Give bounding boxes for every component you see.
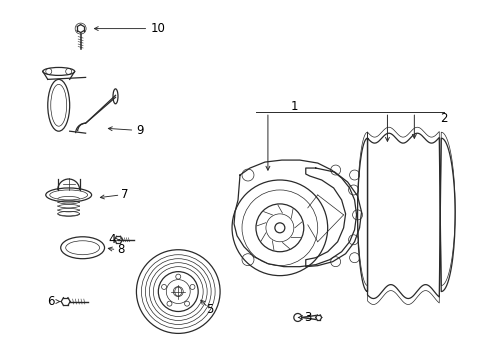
- Text: 10: 10: [151, 22, 166, 35]
- Text: 4: 4: [109, 233, 116, 246]
- Text: 1: 1: [291, 100, 298, 113]
- Text: 8: 8: [117, 243, 124, 256]
- Text: 5: 5: [206, 303, 214, 316]
- Text: 7: 7: [121, 188, 128, 202]
- Text: 6: 6: [47, 295, 54, 308]
- Text: 9: 9: [137, 124, 144, 137]
- Text: 3: 3: [304, 311, 312, 324]
- Text: 2: 2: [441, 112, 448, 125]
